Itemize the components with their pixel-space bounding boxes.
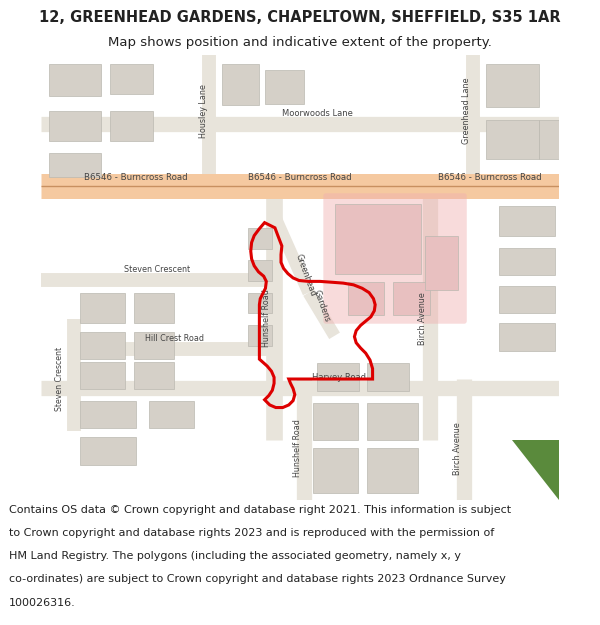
Text: Hunshelf Road: Hunshelf Road	[293, 419, 302, 477]
Bar	[80, 292, 125, 323]
Bar	[80, 362, 125, 389]
Bar	[110, 111, 153, 141]
Text: Moorwoods Lane: Moorwoods Lane	[282, 109, 353, 118]
Text: Greenhead Lane: Greenhead Lane	[462, 78, 471, 144]
Bar	[499, 206, 555, 236]
Text: B6546 - Burncross Road: B6546 - Burncross Road	[84, 173, 188, 182]
Text: Hill Crest Road: Hill Crest Road	[145, 334, 204, 342]
Bar	[134, 292, 174, 323]
Bar	[367, 364, 409, 391]
Text: co-ordinates) are subject to Crown copyright and database rights 2023 Ordnance S: co-ordinates) are subject to Crown copyr…	[9, 574, 506, 584]
Polygon shape	[512, 439, 559, 500]
Bar	[248, 326, 272, 346]
Bar	[425, 236, 458, 290]
Text: Birch Avenue: Birch Avenue	[453, 422, 462, 474]
Text: Steven Crescent: Steven Crescent	[55, 347, 64, 411]
Bar	[49, 64, 101, 96]
Text: Contains OS data © Crown copyright and database right 2021. This information is : Contains OS data © Crown copyright and d…	[9, 505, 511, 515]
Bar	[80, 331, 125, 359]
Bar	[80, 401, 136, 428]
Bar	[248, 228, 272, 249]
Text: to Crown copyright and database rights 2023 and is reproduced with the permissio: to Crown copyright and database rights 2…	[9, 528, 494, 538]
Bar	[265, 70, 304, 104]
Text: Birch Avenue: Birch Avenue	[418, 292, 427, 345]
Bar	[394, 282, 430, 315]
Bar	[486, 64, 539, 107]
Text: Harvey Road: Harvey Road	[312, 372, 366, 382]
Bar	[486, 120, 539, 159]
Bar	[367, 403, 418, 439]
Text: B6546 - Burncross Road: B6546 - Burncross Road	[438, 173, 542, 182]
Bar	[499, 286, 555, 313]
Bar	[539, 120, 559, 159]
Text: B6546 - Burncross Road: B6546 - Burncross Road	[248, 173, 352, 182]
Text: 100026316.: 100026316.	[9, 598, 76, 608]
Bar	[134, 362, 174, 389]
Bar	[248, 292, 272, 313]
Bar	[248, 260, 272, 281]
Bar	[134, 331, 174, 359]
Bar	[313, 403, 358, 439]
Bar	[49, 152, 101, 177]
Bar	[499, 323, 555, 351]
Bar	[347, 282, 384, 315]
FancyBboxPatch shape	[323, 193, 467, 324]
Text: Map shows position and indicative extent of the property.: Map shows position and indicative extent…	[108, 36, 492, 49]
Bar	[149, 401, 194, 428]
Bar	[80, 437, 136, 464]
Text: 12, GREENHEAD GARDENS, CHAPELTOWN, SHEFFIELD, S35 1AR: 12, GREENHEAD GARDENS, CHAPELTOWN, SHEFF…	[39, 10, 561, 25]
Bar	[335, 204, 421, 274]
Bar	[49, 111, 101, 141]
Bar	[499, 248, 555, 276]
Text: HM Land Registry. The polygons (including the associated geometry, namely x, y: HM Land Registry. The polygons (includin…	[9, 551, 461, 561]
Bar	[222, 64, 259, 105]
Bar	[317, 364, 359, 391]
Text: Gardens: Gardens	[311, 288, 332, 323]
Text: Greenhead: Greenhead	[293, 253, 317, 298]
Text: Hunshelf Road: Hunshelf Road	[262, 289, 271, 348]
Bar	[313, 448, 358, 493]
Bar	[367, 448, 418, 493]
Text: Housley Lane: Housley Lane	[199, 84, 208, 138]
Bar	[110, 64, 153, 94]
Text: Steven Crescent: Steven Crescent	[124, 264, 190, 274]
